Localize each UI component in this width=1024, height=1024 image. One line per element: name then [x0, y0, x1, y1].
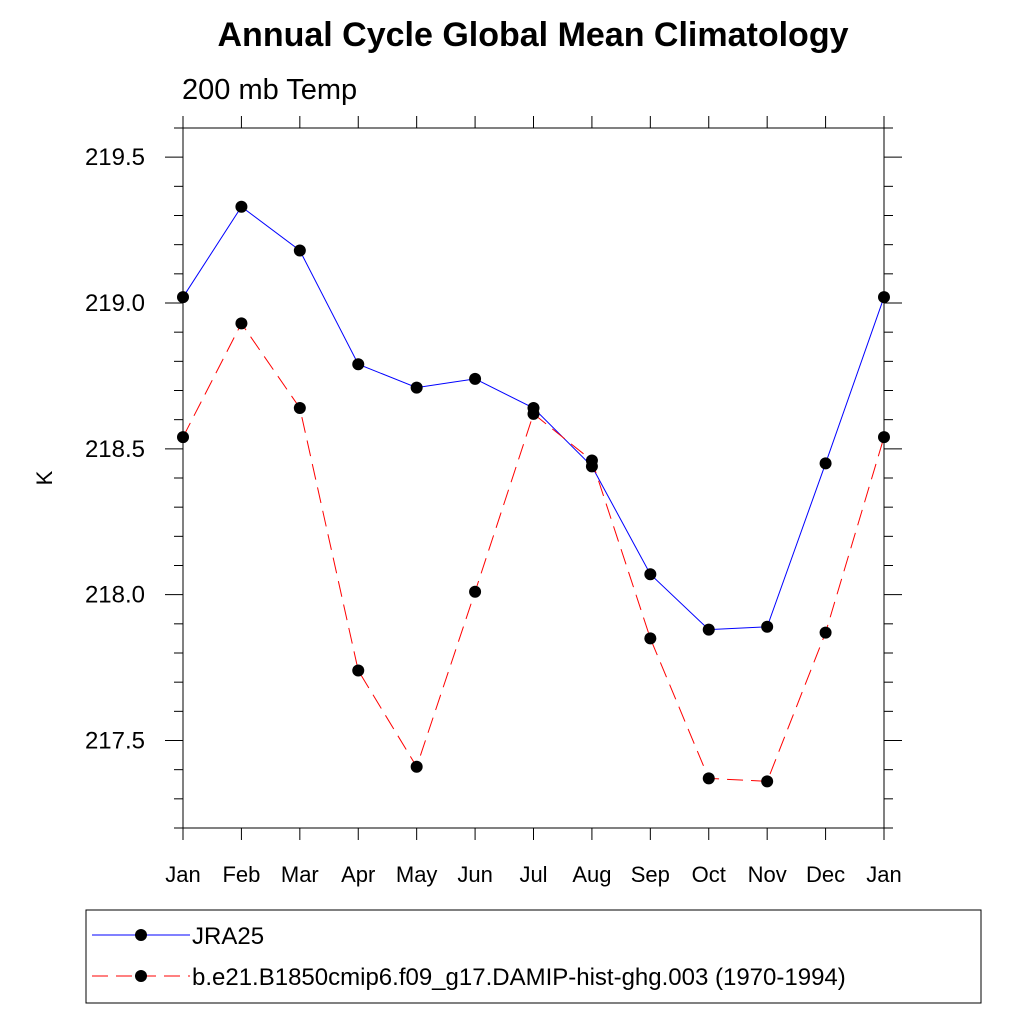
series-2-point	[177, 431, 189, 444]
series-2-point	[878, 431, 890, 444]
legend-marker-2	[135, 970, 147, 982]
series-line-2	[182, 322, 885, 782]
series-1-point	[469, 372, 482, 385]
x-tick-label: Nov	[748, 862, 787, 887]
legend-box	[85, 909, 982, 1004]
chart-title: Annual Cycle Global Mean Climatology	[218, 16, 849, 54]
x-tick-label: Dec	[806, 862, 845, 887]
series-1-point	[352, 358, 365, 371]
x-axis-ticks: Jan Feb Mar Apr May Jun Jul Aug Sep Oct Nov Dec Jan	[165, 116, 902, 887]
series-2-point	[527, 407, 540, 420]
series-2-point	[410, 760, 423, 773]
y-tick-label: 217.5	[85, 728, 145, 755]
x-tick-label: Oct	[692, 862, 726, 887]
x-tick-label: Sep	[631, 862, 670, 887]
series-1-point	[410, 381, 423, 394]
y-tick-label: 219.5	[85, 144, 145, 171]
series-2-point	[293, 402, 306, 414]
series-1-point	[644, 568, 657, 581]
x-tick-label: Aug	[572, 862, 611, 887]
legend-label-1: JRA25	[192, 923, 264, 950]
series-1-point	[293, 244, 306, 257]
y-tick-label: 218.5	[85, 436, 145, 463]
legend-label-2: b.e21.B1850cmip6.f09_g17.DAMIP-hist-ghg.…	[192, 964, 846, 991]
series-2-point	[469, 585, 482, 598]
series-1-point	[819, 457, 832, 470]
x-tick-label: Jun	[457, 862, 492, 887]
series-2-point	[819, 626, 832, 639]
series-1-point	[878, 291, 890, 304]
y-tick-label: 219.0	[85, 290, 145, 317]
y-axis-ticks: 217.5 218.0 218.5 219.0 219.5	[85, 127, 902, 829]
chart-subtitle: 200 mb Temp	[182, 74, 357, 106]
x-tick-label: Apr	[341, 862, 375, 887]
series-1-point	[177, 291, 189, 304]
y-tick-label: 218.0	[85, 582, 145, 609]
series-2-point	[702, 772, 715, 785]
legend: JRA25 b.e21.B1850cmip6.f09_g17.DAMIP-hist…	[92, 923, 846, 991]
x-tick-label: Jan	[165, 862, 200, 887]
series-1-point	[235, 200, 248, 213]
legend-marker-1	[135, 929, 147, 941]
series-1-point	[702, 623, 715, 636]
series-2-point	[761, 775, 774, 788]
series-1-point	[761, 620, 774, 633]
series-2-point	[644, 632, 657, 645]
series-2-point	[585, 454, 598, 467]
x-tick-label: Mar	[281, 862, 319, 887]
x-tick-label: Feb	[222, 862, 260, 887]
series-2-point	[235, 317, 248, 330]
y-axis-label: K	[32, 470, 57, 485]
series-2-point	[352, 664, 365, 677]
plot-frame	[182, 127, 885, 829]
x-tick-label: Jan	[866, 862, 901, 887]
x-tick-label: May	[396, 862, 438, 887]
x-tick-label: Jul	[519, 862, 547, 887]
series-layer	[177, 200, 890, 788]
